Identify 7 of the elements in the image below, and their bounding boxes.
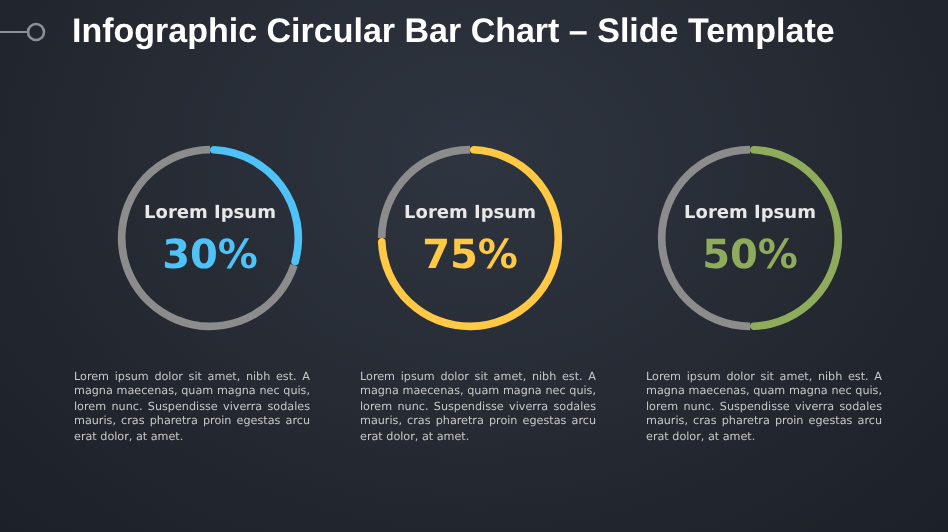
data-label: 50%: [702, 230, 798, 278]
data-label: 75%: [422, 230, 518, 278]
slice-label: Lorem Ipsum: [404, 204, 536, 224]
text: Infographic Circular Bar Chart – Slide Template: [72, 12, 835, 52]
slice-label: Lorem Ipsum: [684, 204, 816, 224]
data-label: 30%: [162, 230, 258, 278]
slice-label: Lorem Ipsum: [144, 204, 276, 224]
